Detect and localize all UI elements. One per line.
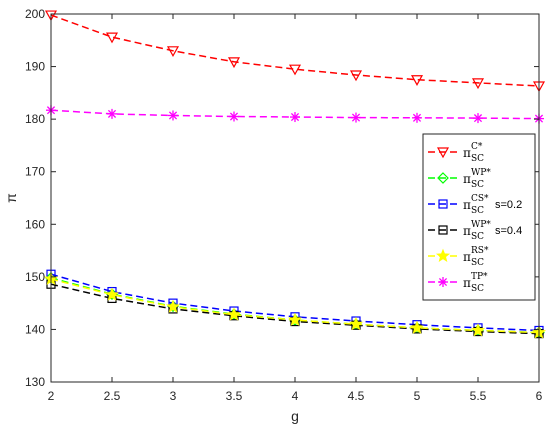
legend-box xyxy=(422,133,536,301)
legend-marker xyxy=(438,199,448,209)
x-tick-label: 3.5 xyxy=(226,389,243,403)
y-tick-label: 160 xyxy=(25,217,45,231)
legend-item: π WP* SC xyxy=(428,168,491,190)
legend-label-sup: CS* xyxy=(471,194,489,204)
y-tick-label: 190 xyxy=(25,60,45,74)
data-point xyxy=(409,320,425,334)
series-1 xyxy=(44,10,546,93)
legend: π C*SCπ WP*SCπ CS*SC s=0.2π WP*SC s=0.4π RS*SCπ… xyxy=(422,133,536,301)
x-axis-label: g xyxy=(291,408,299,424)
legend-marker xyxy=(437,172,449,184)
y-tick-label: 150 xyxy=(25,270,45,284)
x-tick-label: 4 xyxy=(292,389,299,403)
legend-label-sub: SC xyxy=(471,284,484,294)
data-point xyxy=(44,10,58,22)
x-tick-label: 4.5 xyxy=(348,389,365,403)
data-point xyxy=(473,113,483,124)
data-point xyxy=(470,323,486,337)
x-tick-label: 3 xyxy=(170,389,177,403)
data-point xyxy=(165,299,181,313)
data-point xyxy=(412,112,422,123)
data-point xyxy=(349,70,363,82)
data-point xyxy=(288,64,302,76)
legend-label-sup: TP* xyxy=(471,272,488,282)
y-tick-label: 130 xyxy=(25,375,45,389)
data-point xyxy=(471,78,485,90)
data-point xyxy=(229,111,239,122)
legend-item: π C* SC xyxy=(428,142,484,164)
y-tick-label: 140 xyxy=(25,322,45,336)
data-point xyxy=(104,287,120,301)
legend-label: π xyxy=(463,250,471,264)
series-layer xyxy=(43,10,547,339)
legend-marker xyxy=(438,277,448,287)
legend-marker xyxy=(435,248,451,262)
legend-label-sub: SC xyxy=(471,206,484,216)
data-point xyxy=(348,316,364,331)
data-point xyxy=(410,75,424,86)
legend-label-sup: C* xyxy=(471,142,483,152)
legend-item: π TP* SC xyxy=(428,272,488,294)
x-tick-label: 6 xyxy=(536,389,543,403)
data-point xyxy=(227,57,241,69)
legend-marker xyxy=(436,147,450,159)
data-point xyxy=(168,110,178,121)
legend-label: π xyxy=(463,224,471,238)
legend-label-extra: s=0.2 xyxy=(495,199,522,211)
legend-label: π xyxy=(463,172,471,186)
x-tick-label: 2.5 xyxy=(104,389,121,403)
y-tick-label: 180 xyxy=(25,112,45,126)
data-point xyxy=(287,312,303,326)
legend-label-sub: SC xyxy=(471,154,484,164)
data-point xyxy=(290,112,300,123)
data-point xyxy=(166,46,180,58)
data-point xyxy=(226,307,242,321)
legend-item: π WP* SC s=0.4 xyxy=(428,220,522,242)
legend-label-sup: WP* xyxy=(471,168,491,178)
data-point xyxy=(107,108,117,119)
y-axis-label: π xyxy=(3,193,19,203)
legend-label: π xyxy=(463,276,471,290)
x-tick-label: 5.5 xyxy=(470,389,487,403)
data-point xyxy=(351,112,361,123)
legend-label-sup: RS* xyxy=(471,246,489,256)
legend-item: π RS* SC xyxy=(428,246,489,268)
ticks-layer: 2 2.5 3 3.5 4 4.5 5 5.5 6 130 140 150 160 170 180 190 20… xyxy=(25,7,543,403)
legend-label-sub: SC xyxy=(471,258,484,268)
legend-label-extra: s=0.4 xyxy=(495,225,522,237)
y-tick-label: 200 xyxy=(25,7,45,21)
legend-label: π xyxy=(463,198,471,212)
x-tick-label: 5 xyxy=(414,389,421,403)
legend-label-sub: SC xyxy=(471,180,484,190)
legend-label-sup: WP* xyxy=(471,220,491,230)
legend-label-sub: SC xyxy=(471,232,484,242)
legend-label: π xyxy=(463,146,471,160)
x-tick-label: 2 xyxy=(48,389,55,403)
data-point xyxy=(105,32,119,44)
y-tick-label: 170 xyxy=(25,165,45,179)
legend-marker xyxy=(438,225,448,235)
legend-item: π CS* SC s=0.2 xyxy=(428,194,522,216)
series-line xyxy=(50,14,540,87)
